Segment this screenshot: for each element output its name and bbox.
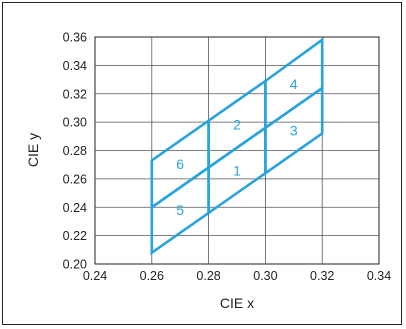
y-tick-label: 0.20	[63, 258, 87, 272]
y-tick-labels: 0.20 0.22 0.24 0.26 0.28 0.30 0.32 0.34 0.36	[63, 31, 87, 272]
y-tick-label: 0.28	[63, 144, 87, 158]
y-tick-label: 0.26	[63, 172, 87, 186]
y-tick-label: 0.36	[63, 31, 87, 45]
x-axis-title: CIE x	[220, 295, 254, 311]
bin-3-label: 3	[290, 123, 298, 139]
x-tick-label: 0.32	[310, 269, 334, 283]
x-tick-labels: 0.24 0.26 0.28 0.30 0.32 0.34	[83, 269, 391, 283]
y-tick-label: 0.24	[63, 201, 87, 215]
y-tick-label: 0.34	[63, 59, 87, 73]
y-tick-label: 0.32	[63, 87, 87, 101]
bin-4-shape	[264, 37, 324, 131]
x-tick-label: 0.28	[196, 269, 220, 283]
y-axis-title: CIE y	[25, 133, 41, 167]
y-tick-label: 0.22	[63, 229, 87, 243]
x-tick-label: 0.34	[367, 269, 391, 283]
bin-4-label: 4	[290, 76, 298, 92]
bin-labels: 1 2 3 4 5 6	[176, 76, 298, 218]
x-tick-label: 0.24	[83, 269, 107, 283]
y-tick-label: 0.30	[63, 116, 87, 130]
bin-quadrilaterals	[150, 37, 324, 256]
bin-6-shape	[150, 118, 210, 210]
bin-2-label: 2	[233, 116, 241, 132]
bin-1-label: 1	[233, 162, 241, 178]
x-tick-label: 0.26	[140, 269, 164, 283]
bin-5-label: 5	[176, 202, 184, 218]
x-tick-label: 0.30	[253, 269, 277, 283]
bin-6-label: 6	[176, 156, 184, 172]
